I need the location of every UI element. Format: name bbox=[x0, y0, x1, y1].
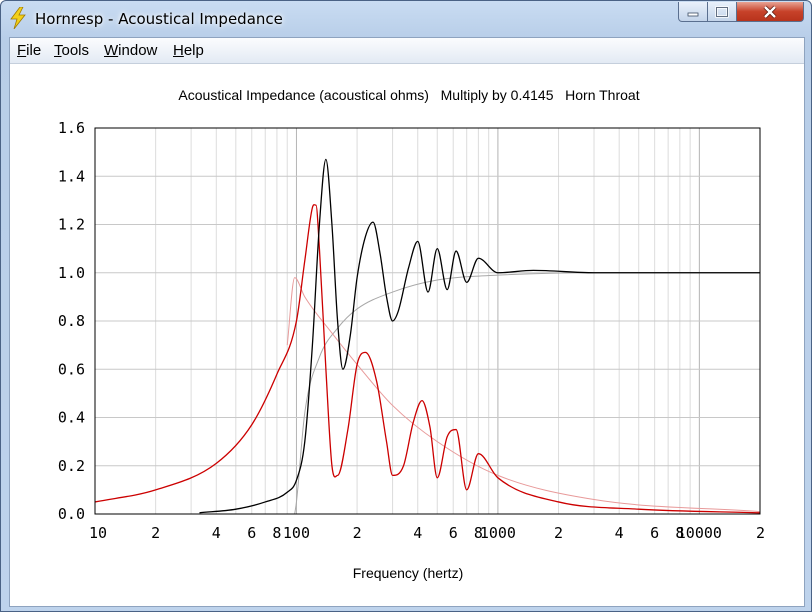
plot-frame bbox=[94, 127, 761, 515]
series-line-2 bbox=[294, 272, 760, 515]
menu-tools[interactable]: Tools bbox=[54, 42, 90, 59]
y-tick-label: 0.6 bbox=[58, 360, 85, 378]
y-tick-label: 0.4 bbox=[58, 409, 85, 427]
close-icon bbox=[763, 5, 777, 18]
close-button[interactable] bbox=[736, 2, 804, 22]
window-title: Hornresp - Acoustical Impedance bbox=[35, 10, 283, 28]
x-tick-label: 2 bbox=[151, 524, 160, 542]
x-axis-label: Frequency (hertz) bbox=[353, 565, 463, 581]
x-tick-label: 6 bbox=[449, 524, 458, 542]
lightning-bolt-icon bbox=[10, 7, 26, 29]
x-tick-label: 10000 bbox=[677, 524, 722, 542]
x-tick-label: 4 bbox=[615, 524, 624, 542]
x-tick-label: 6 bbox=[247, 524, 256, 542]
series-line-0 bbox=[199, 158, 760, 514]
y-tick-label: 1.2 bbox=[58, 216, 85, 234]
y-tick-label: 0.8 bbox=[58, 312, 85, 330]
y-tick-label: 1.6 bbox=[58, 119, 85, 137]
x-tick-label: 2 bbox=[554, 524, 563, 542]
y-tick-label: 1.0 bbox=[58, 264, 85, 282]
x-tick-label: 2 bbox=[353, 524, 362, 542]
y-tick-label: 0.2 bbox=[58, 457, 85, 475]
client-area: File Tools Window Help Acoustical Impeda… bbox=[9, 37, 805, 607]
y-tick-label: 0.0 bbox=[58, 505, 85, 523]
impedance-chart: Acoustical Impedance (acoustical ohms) M… bbox=[58, 87, 765, 581]
maximize-button[interactable] bbox=[707, 2, 737, 22]
menu-help[interactable]: Help bbox=[173, 42, 204, 59]
minimize-icon bbox=[687, 12, 699, 16]
title-bar[interactable]: Hornresp - Acoustical Impedance bbox=[1, 1, 811, 35]
x-tick-label: 1000 bbox=[480, 524, 516, 542]
menu-bar: File Tools Window Help bbox=[10, 38, 804, 64]
minimize-button[interactable] bbox=[678, 2, 708, 22]
x-tick-label: 2 bbox=[756, 524, 765, 542]
menu-window[interactable]: Window bbox=[104, 42, 158, 59]
y-tick-label: 1.4 bbox=[58, 167, 85, 185]
menu-file[interactable]: File bbox=[17, 42, 42, 59]
x-tick-label: 100 bbox=[283, 524, 310, 542]
x-tick-label: 8 bbox=[272, 524, 281, 542]
x-tick-label: 6 bbox=[650, 524, 659, 542]
x-tick-label: 10 bbox=[89, 524, 107, 542]
x-tick-label: 8 bbox=[675, 524, 684, 542]
plot-area: Acoustical Impedance (acoustical ohms) M… bbox=[10, 64, 804, 606]
x-tick-label: 8 bbox=[474, 524, 483, 542]
x-tick-label: 4 bbox=[413, 524, 422, 542]
x-tick-label: 4 bbox=[212, 524, 221, 542]
maximize-icon bbox=[715, 5, 729, 18]
chart-title: Acoustical Impedance (acoustical ohms) M… bbox=[178, 87, 639, 103]
series-line-3 bbox=[286, 277, 761, 513]
series-line-1 bbox=[94, 204, 761, 514]
